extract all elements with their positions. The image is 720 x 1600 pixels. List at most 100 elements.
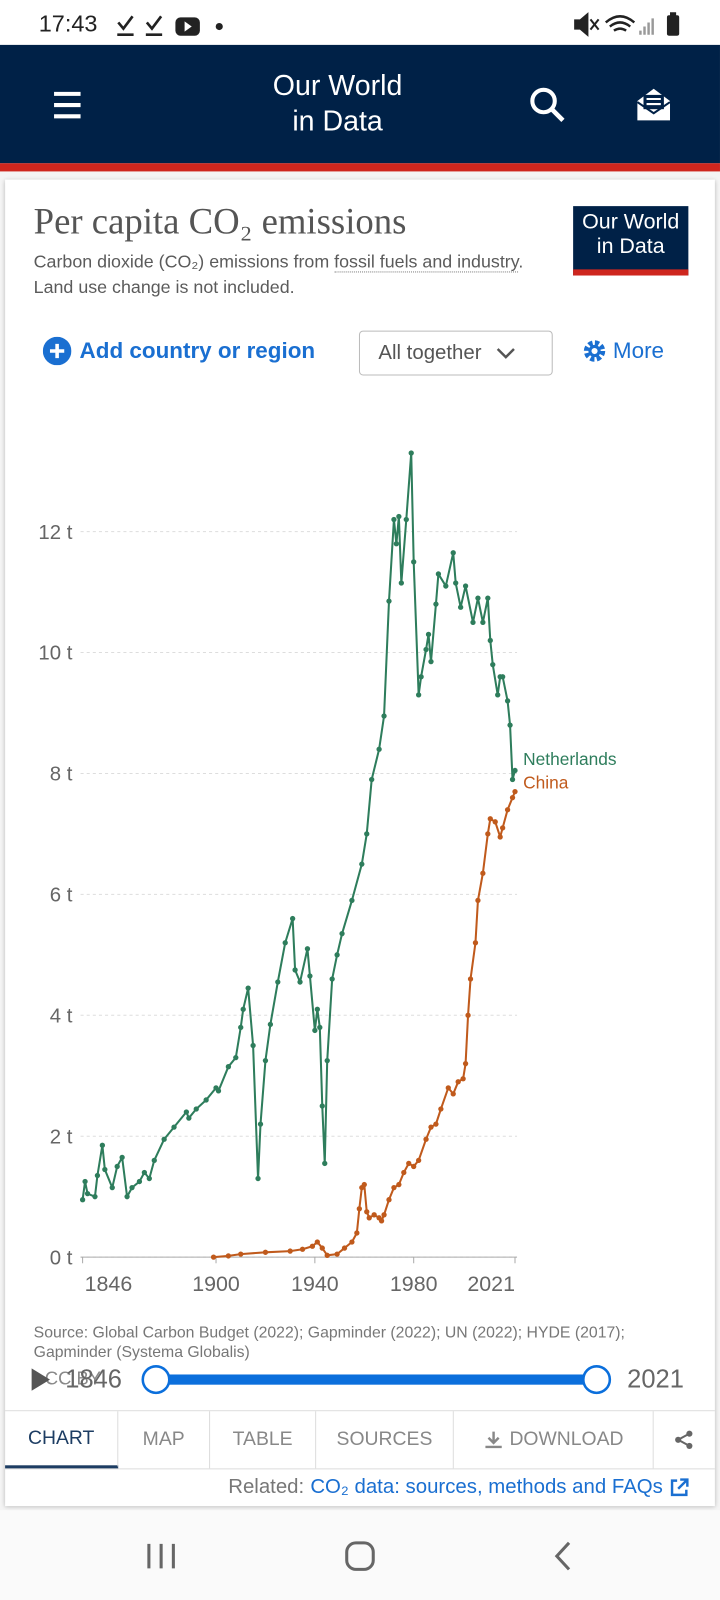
y-tick-label: 2 t — [50, 1126, 73, 1148]
chart-title: Per capita CO₂ emissions — [33, 201, 407, 242]
data-point — [415, 1157, 422, 1164]
x-tick-label: 1900 — [192, 1272, 240, 1296]
data-point — [455, 1079, 461, 1085]
data-point — [82, 1178, 88, 1185]
timeline-start-handle[interactable] — [141, 1365, 171, 1395]
data-point — [361, 1181, 367, 1188]
data-point — [495, 692, 501, 698]
related-label: Related: — [228, 1475, 305, 1498]
tab-bar: CHART MAP TABLE SOURCES DOWNLOAD — [5, 1410, 715, 1470]
tab[interactable]: SOURCES — [316, 1411, 454, 1469]
data-point — [233, 1054, 239, 1061]
subtitle-link[interactable]: fossil fuels and industry — [334, 251, 519, 273]
data-point — [215, 1088, 222, 1094]
home-button[interactable] — [343, 1539, 380, 1574]
data-point — [386, 1197, 392, 1203]
data-point — [92, 1194, 98, 1200]
data-point — [193, 1106, 199, 1112]
data-point — [349, 897, 355, 904]
data-point — [381, 1212, 387, 1218]
data-point — [393, 541, 400, 547]
add-country-button[interactable]: Add country or region — [42, 336, 316, 366]
data-point — [398, 580, 404, 586]
related-link[interactable]: CO₂ data: sources, methods and FAQs — [310, 1475, 663, 1498]
data-point — [329, 976, 335, 982]
x-tick-label: 1940 — [291, 1272, 339, 1296]
data-point — [307, 973, 313, 979]
data-point — [183, 1109, 190, 1115]
subtitle-text: Carbon dioxide (CO₂) emissions from — [33, 251, 335, 272]
data-point — [275, 979, 281, 985]
header-stripe — [0, 163, 720, 172]
tab[interactable]: DOWNLOAD — [454, 1411, 654, 1469]
data-point — [334, 1251, 340, 1257]
data-point — [314, 1006, 320, 1012]
logo[interactable]: Our World in Data — [573, 206, 689, 276]
data-point — [114, 1163, 120, 1170]
data-point — [354, 1230, 360, 1236]
data-point — [102, 1166, 108, 1173]
data-point — [418, 674, 424, 680]
logo-text: Our World — [582, 210, 680, 234]
data-point — [210, 1254, 217, 1260]
data-point — [99, 1142, 106, 1148]
data-point — [507, 722, 513, 728]
plus-icon — [42, 336, 72, 366]
data-point — [386, 598, 392, 604]
data-point — [324, 1252, 330, 1258]
data-point — [314, 1239, 320, 1245]
y-tick-label: 12 t — [38, 522, 72, 544]
newsletter-button[interactable] — [634, 86, 673, 125]
y-tick-label: 0 t — [50, 1247, 73, 1269]
data-point — [396, 1181, 402, 1188]
data-point — [287, 1248, 293, 1254]
mode-dropdown[interactable]: All together — [358, 330, 553, 376]
back-button[interactable] — [551, 1539, 578, 1574]
external-link-icon — [670, 1477, 689, 1496]
data-point — [376, 746, 382, 752]
data-point — [411, 1163, 417, 1170]
data-point — [487, 816, 493, 822]
y-tick-label: 6 t — [50, 885, 73, 907]
series-line — [213, 791, 516, 1259]
search-button[interactable] — [528, 86, 567, 125]
data-point — [485, 595, 491, 601]
header: Our World in Data — [0, 44, 720, 164]
data-point — [341, 1245, 348, 1251]
gear-icon — [583, 340, 606, 362]
chart-subtitle: Carbon dioxide (CO₂) emissions from foss… — [34, 249, 534, 300]
tab[interactable]: MAP — [118, 1411, 211, 1469]
data-point — [490, 661, 496, 668]
data-point — [129, 1184, 135, 1191]
data-point — [396, 513, 402, 520]
data-point — [119, 1154, 125, 1161]
data-point — [84, 1190, 91, 1197]
menu-button[interactable] — [51, 90, 86, 121]
more-button[interactable]: More — [582, 338, 664, 365]
data-point — [109, 1184, 115, 1191]
data-point — [238, 1024, 244, 1031]
data-point — [282, 940, 288, 946]
data-point — [262, 1057, 269, 1064]
data-point — [364, 1209, 370, 1215]
data-point — [487, 637, 493, 644]
status-bar: 17:43 — [0, 0, 720, 45]
data-point — [186, 1115, 192, 1121]
data-point — [401, 1169, 407, 1176]
share-button[interactable] — [654, 1411, 715, 1468]
data-point — [499, 825, 506, 831]
header-title: in Data — [292, 105, 383, 137]
mode-label: All together — [378, 341, 482, 364]
play-button[interactable] — [31, 1368, 50, 1391]
recents-button[interactable] — [143, 1541, 180, 1572]
data-point — [428, 1124, 434, 1130]
y-tick-label: 8 t — [50, 764, 73, 786]
add-label: Add country or region — [79, 337, 316, 364]
more-label: More — [612, 337, 665, 364]
tab[interactable]: CHART — [5, 1411, 119, 1469]
timeline-end-handle[interactable] — [582, 1365, 612, 1395]
tab[interactable]: TABLE — [210, 1411, 317, 1469]
data-point — [460, 1076, 466, 1082]
data-point — [450, 550, 456, 556]
